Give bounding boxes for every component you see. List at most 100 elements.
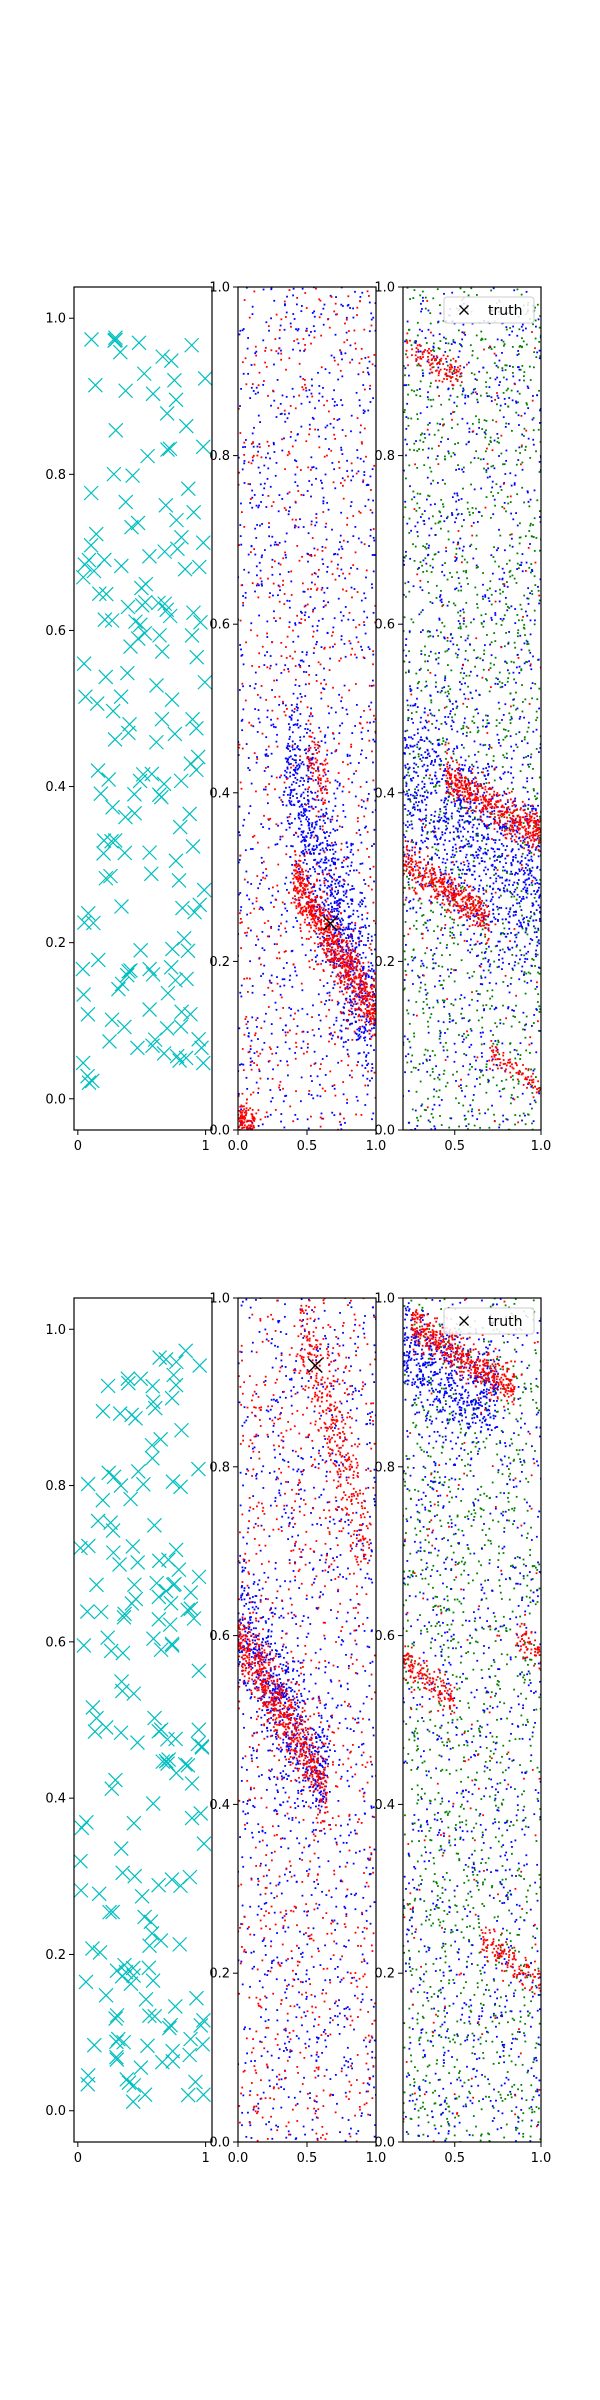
dot xyxy=(444,741,447,744)
dot xyxy=(294,759,297,762)
dot xyxy=(355,1039,358,1041)
dot xyxy=(273,399,276,402)
dot xyxy=(462,622,465,625)
dot xyxy=(281,901,284,904)
dot xyxy=(263,964,266,967)
dot xyxy=(289,322,292,325)
dot xyxy=(328,931,331,934)
dot xyxy=(247,1124,250,1127)
dot xyxy=(342,1011,345,1014)
dot xyxy=(347,618,350,621)
dot xyxy=(253,494,256,496)
dot xyxy=(321,787,324,790)
dot xyxy=(334,779,337,782)
dot xyxy=(286,1031,289,1034)
dot xyxy=(287,793,289,796)
dot xyxy=(420,965,422,968)
dot xyxy=(247,991,249,993)
dot xyxy=(253,1062,256,1064)
dot xyxy=(270,1032,273,1035)
dot xyxy=(294,777,297,779)
dot xyxy=(451,868,454,871)
dot xyxy=(255,897,258,900)
dot xyxy=(323,880,326,882)
dot xyxy=(328,991,331,994)
dot xyxy=(310,523,313,526)
dot xyxy=(365,985,368,988)
dot xyxy=(532,417,535,419)
dot xyxy=(374,329,376,332)
dot xyxy=(347,778,350,780)
dot xyxy=(284,551,286,554)
dot xyxy=(313,905,315,908)
dot xyxy=(314,930,316,933)
dot xyxy=(282,702,284,705)
dot xyxy=(343,879,345,882)
dot xyxy=(320,1112,323,1115)
dot xyxy=(323,678,326,681)
dot xyxy=(309,735,311,738)
dot xyxy=(373,919,375,922)
dot xyxy=(263,549,266,551)
dot xyxy=(329,831,332,834)
dot xyxy=(307,870,310,873)
dot xyxy=(310,926,312,929)
dot xyxy=(246,913,249,916)
dot xyxy=(298,864,301,867)
dot xyxy=(320,918,323,921)
dot xyxy=(306,757,309,760)
dot xyxy=(415,1090,418,1093)
dot xyxy=(343,983,346,986)
panel-r1-left: 0 10.00.20.40.60.81.0 xyxy=(45,286,213,1154)
dot xyxy=(357,1007,360,1010)
dot xyxy=(365,1059,367,1062)
dot xyxy=(410,689,413,691)
dot xyxy=(247,553,250,556)
dot xyxy=(320,926,323,929)
dot xyxy=(240,543,243,546)
dot xyxy=(372,663,374,666)
dot xyxy=(241,1109,244,1112)
dot xyxy=(306,913,308,916)
dot xyxy=(295,878,298,880)
dot xyxy=(538,510,541,513)
dot xyxy=(246,1127,249,1130)
dot xyxy=(291,518,294,521)
dot xyxy=(343,976,345,979)
dot xyxy=(313,607,316,610)
dot xyxy=(347,475,349,478)
dot xyxy=(324,814,326,817)
dot xyxy=(332,626,335,629)
dot xyxy=(322,1117,325,1120)
dot xyxy=(368,993,371,996)
dot xyxy=(351,979,354,982)
dot xyxy=(326,792,329,794)
dot xyxy=(362,951,365,954)
dot xyxy=(525,402,528,404)
dot xyxy=(255,935,258,938)
dot xyxy=(351,888,353,890)
dot xyxy=(289,855,292,858)
dot xyxy=(371,1017,373,1020)
panel-r1-middle: 0.0 0.5 1.00.00.20.40.60.81.0 xyxy=(209,281,386,1155)
dot xyxy=(333,433,336,436)
dot xyxy=(488,346,490,349)
dot xyxy=(433,785,435,788)
dot xyxy=(537,929,540,932)
dot xyxy=(262,876,264,879)
dot xyxy=(278,494,281,496)
dot xyxy=(367,939,369,942)
dot xyxy=(346,902,349,905)
dot xyxy=(334,333,337,336)
dot xyxy=(286,819,289,822)
dot xyxy=(529,763,532,766)
dot xyxy=(252,725,255,728)
dot xyxy=(333,643,336,646)
dot xyxy=(366,831,369,833)
dot xyxy=(292,1018,295,1021)
dot xyxy=(482,957,485,960)
x-point xyxy=(105,799,121,815)
x-point xyxy=(81,552,97,568)
dot xyxy=(413,559,416,562)
dot xyxy=(239,432,242,434)
